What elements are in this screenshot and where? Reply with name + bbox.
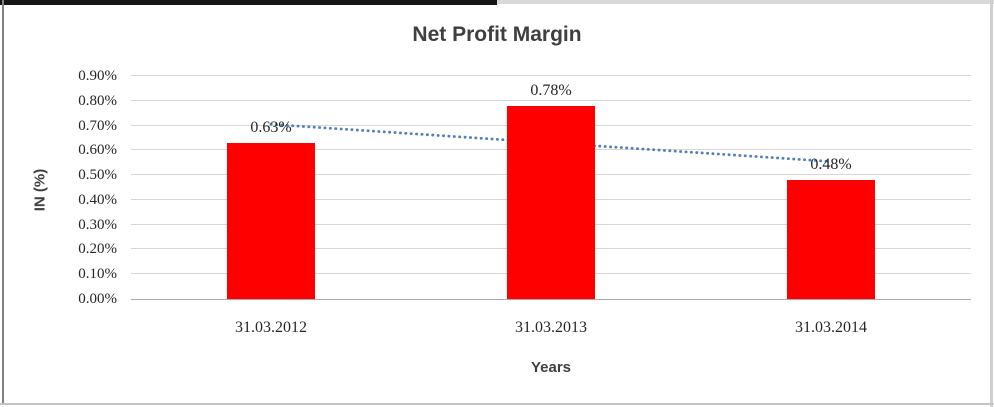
- bar-31.03.2012: [227, 142, 315, 299]
- y-tick-label: 0.40%: [78, 191, 117, 208]
- y-tick-label: 0.00%: [78, 291, 117, 307]
- frame-border-top-dark: [0, 0, 497, 5]
- y-tick-label: 0.50%: [78, 167, 117, 184]
- chart-title: Net Profit Margin: [412, 23, 582, 46]
- x-tick-label: 31.03.2012: [235, 319, 307, 336]
- y-tick-label: 0.30%: [78, 216, 117, 233]
- data-label: 0.48%: [810, 156, 852, 174]
- x-axis-line: [131, 299, 971, 300]
- gridline: [131, 99, 971, 101]
- y-tick-label: 0.60%: [78, 142, 117, 159]
- y-tick-label: 0.20%: [78, 241, 117, 258]
- gridline: [131, 75, 971, 76]
- y-tick-label: 0.80%: [78, 92, 117, 109]
- frame-border-top-light: [497, 0, 994, 4]
- y-tick-label: 0.70%: [78, 117, 117, 134]
- data-label: 0.63%: [250, 118, 292, 136]
- bar-31.03.2014: [787, 180, 875, 299]
- frame-border-bottom: [0, 403, 994, 405]
- frame-border-left: [2, 0, 4, 404]
- plot-area: 0.63% 0.78% 0.48%: [131, 75, 971, 300]
- x-tick-label: 31.03.2014: [795, 319, 867, 336]
- x-axis-title: Years: [530, 359, 572, 376]
- y-tick-label: 0.90%: [78, 68, 117, 84]
- bar-31.03.2013: [507, 105, 595, 299]
- frame-border-right: [990, 0, 993, 407]
- data-label: 0.78%: [530, 81, 572, 99]
- x-tick-label: 31.03.2013: [515, 319, 587, 336]
- y-tick-label: 0.10%: [78, 266, 117, 283]
- y-axis-title: IN (%): [31, 168, 49, 212]
